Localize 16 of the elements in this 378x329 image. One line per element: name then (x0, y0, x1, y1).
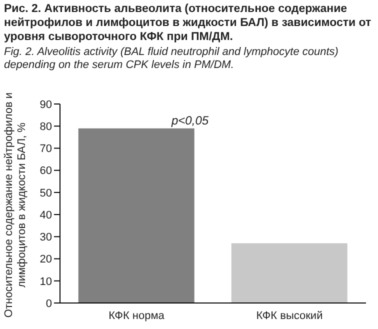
chart-title: Рис. 2. Активность альвеолита (относительное содержание нейтрофилов и лимфоцитов в жидкости БАЛ) в зависимости от уровня сывороточного КФК при ПМ/ДМ. (4, 2, 372, 44)
y-tick-label: 40 (40, 209, 52, 222)
y-tick-label: 70 (40, 143, 52, 156)
annotation: p<0,05 (170, 114, 209, 128)
x-tick-label: КФК высокий (256, 310, 323, 322)
y-tick-label: 0 (46, 298, 52, 310)
y-tick-label: 60 (40, 165, 52, 178)
y-tick-label: 90 (40, 98, 52, 111)
y-tick-label: 20 (40, 254, 52, 266)
y-axis-title: Относительное содержание нейтрофилов и лимфоцитов в жидкости БАЛ, % (3, 91, 29, 320)
y-tick-label: 80 (40, 121, 52, 134)
y-tick-label: 50 (40, 187, 52, 200)
y-tick-label: 10 (40, 276, 52, 288)
x-tick-label: КФК норма (108, 310, 166, 322)
y-tick-label: 30 (40, 232, 52, 244)
chart-subtitle: Fig. 2. Alveolitis activity (BAL fluid neutrophil and lymphocyte counts) depending on the serum CPK levels in PM/DM. (4, 46, 340, 72)
